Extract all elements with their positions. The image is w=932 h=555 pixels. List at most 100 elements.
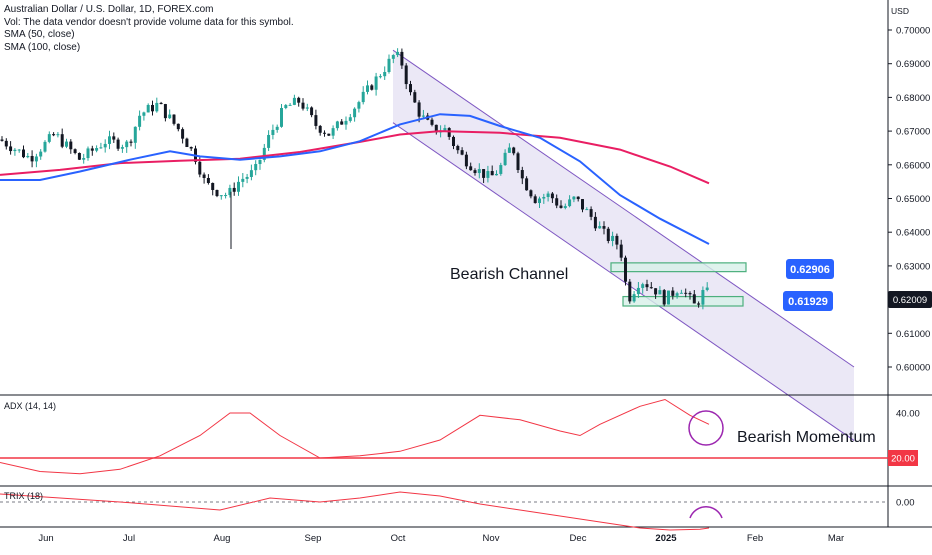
candle-body — [529, 190, 533, 197]
candle-body — [662, 290, 666, 305]
candle-body — [168, 114, 172, 119]
candles — [0, 48, 709, 310]
upper-box-tag — [786, 259, 834, 279]
candle-body — [628, 281, 632, 302]
candle-body — [705, 287, 709, 290]
trix-line — [0, 491, 710, 531]
candle-body — [391, 55, 395, 59]
candle-body — [409, 84, 412, 93]
candle-body — [555, 198, 559, 206]
candle-body — [99, 147, 103, 149]
candle-body — [237, 181, 240, 192]
candle-body — [499, 165, 503, 174]
candle-body — [525, 178, 529, 191]
volume-note: Vol: The data vendor doesn't provide vol… — [4, 16, 294, 28]
candle-body — [606, 228, 610, 241]
moving-averages — [0, 113, 710, 245]
trix-tick-label: 0.00 — [896, 498, 915, 509]
annotations: Bearish Channel Bearish Momentum — [450, 266, 876, 519]
candle-body — [581, 199, 584, 210]
trix-panel: 0.00 — [0, 491, 915, 531]
candle-body — [142, 112, 146, 116]
last-price-tag — [888, 291, 932, 308]
sma100-legend: SMA (100, close) — [4, 41, 81, 53]
y-tick-label: 0.69000 — [896, 59, 930, 70]
candle-body — [17, 149, 21, 151]
candle-body — [340, 121, 344, 125]
candle-body — [120, 147, 124, 149]
candle-body — [503, 152, 507, 166]
x-tick-label: Sep — [305, 533, 322, 544]
candle-body — [546, 193, 550, 197]
candle-body — [624, 257, 627, 282]
x-tick-label: Mar — [828, 533, 844, 544]
candle-body — [56, 134, 60, 136]
candle-body — [43, 141, 47, 152]
candle-body — [82, 158, 86, 160]
candle-body — [163, 104, 167, 119]
candle-body — [159, 102, 163, 105]
price-tags: 0.62906 0.61929 0.62009 USD — [783, 6, 932, 311]
candle-body — [103, 143, 107, 148]
symbol-title: Australian Dollar / U.S. Dollar, 1D, FOR… — [4, 4, 214, 15]
candle-body — [688, 293, 692, 295]
y-tick-label: 0.63000 — [896, 261, 930, 272]
candle-body — [404, 65, 408, 85]
candle-body — [0, 139, 4, 141]
candle-body — [129, 141, 133, 143]
candle-body — [47, 134, 51, 142]
candle-body — [598, 226, 602, 229]
candle-body — [116, 139, 120, 149]
candle-body — [108, 136, 111, 144]
channel-label: Bearish Channel — [450, 266, 568, 283]
candle-body — [211, 182, 215, 190]
candle-body — [86, 148, 90, 159]
candle-body — [568, 199, 572, 207]
candle-body — [417, 102, 421, 117]
range-boxes[interactable] — [610, 262, 747, 307]
last-price-value: 0.62009 — [893, 295, 927, 306]
candle-body — [314, 115, 318, 126]
candle-body — [361, 91, 365, 103]
candle-body — [258, 159, 262, 165]
candle-body — [482, 169, 486, 178]
x-tick-label: Feb — [747, 533, 763, 544]
candle-body — [430, 119, 434, 125]
candle-body — [215, 189, 219, 197]
candle-body — [301, 102, 305, 109]
candle-body — [331, 128, 335, 136]
candle-body — [538, 198, 541, 204]
candle-body — [632, 294, 636, 302]
candle-body — [645, 284, 649, 288]
candle-body — [198, 161, 202, 175]
candle-body — [69, 141, 73, 150]
candle-body — [95, 148, 99, 151]
candle-body — [189, 147, 193, 149]
candle-body — [383, 71, 387, 77]
candle-body — [615, 235, 619, 245]
candle-body — [52, 134, 56, 136]
adx-panel: 40.00 20.00 — [0, 398, 920, 475]
candle-body — [679, 292, 683, 294]
candle-body — [692, 294, 696, 304]
candle-body — [73, 149, 77, 153]
x-tick-label: Dec — [570, 533, 587, 544]
candle-body — [469, 166, 473, 171]
candle-body — [516, 153, 520, 171]
channel-lower-line — [392, 122, 855, 441]
lower-range-box — [622, 295, 744, 307]
y-tick-label: 0.65000 — [896, 194, 930, 205]
x-tick-label: Nov — [483, 533, 500, 544]
candle-body — [65, 141, 68, 147]
x-tick-label: Aug — [214, 533, 231, 544]
candle-body — [443, 128, 447, 132]
y-tick-label: 0.67000 — [896, 127, 930, 138]
y-tick-label: 0.64000 — [896, 228, 930, 239]
candle-body — [563, 206, 567, 208]
candle-body — [185, 138, 189, 148]
candle-body — [456, 145, 460, 151]
upper-range-box — [610, 262, 747, 273]
candle-body — [396, 51, 400, 56]
candle-body — [550, 193, 554, 199]
candle-body — [602, 226, 606, 229]
